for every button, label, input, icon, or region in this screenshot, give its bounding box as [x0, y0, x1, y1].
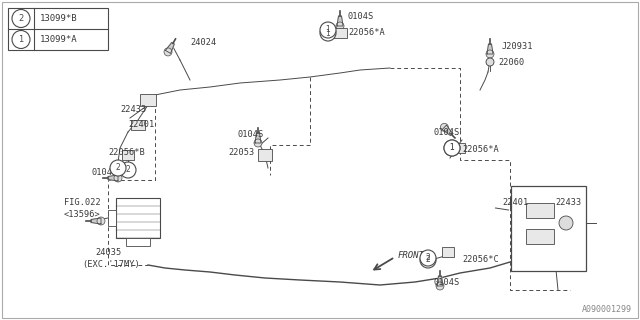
Text: A090001299: A090001299 [582, 305, 632, 314]
Circle shape [444, 140, 460, 156]
Text: 1: 1 [326, 28, 330, 37]
Circle shape [120, 162, 136, 178]
Circle shape [12, 30, 30, 49]
Circle shape [486, 50, 494, 58]
Text: 2: 2 [426, 253, 430, 262]
Bar [526, 228, 554, 244]
Polygon shape [442, 125, 452, 135]
Text: 2: 2 [19, 14, 24, 23]
Polygon shape [108, 175, 118, 181]
Circle shape [444, 140, 460, 156]
Bar [116, 198, 160, 238]
Circle shape [320, 25, 336, 41]
Text: 22433: 22433 [555, 198, 581, 207]
Text: 0104S: 0104S [348, 12, 374, 21]
Text: 2: 2 [116, 164, 120, 172]
Text: 22056*B: 22056*B [108, 148, 145, 157]
Polygon shape [91, 218, 101, 224]
Text: 22053: 22053 [228, 148, 254, 157]
Text: 1: 1 [326, 26, 330, 35]
Text: <13596>: <13596> [64, 210, 100, 219]
Circle shape [97, 217, 105, 225]
Bar [140, 94, 156, 106]
Circle shape [164, 48, 172, 56]
Text: FRONT: FRONT [398, 251, 425, 260]
Bar [451, 143, 465, 153]
Polygon shape [165, 43, 174, 53]
Text: 1: 1 [19, 35, 24, 44]
Circle shape [440, 123, 449, 131]
Bar [131, 120, 145, 130]
Bar [442, 247, 454, 257]
Bar [258, 149, 272, 161]
Polygon shape [337, 16, 343, 26]
Circle shape [559, 216, 573, 230]
Text: 22401: 22401 [502, 198, 528, 207]
Circle shape [114, 174, 122, 182]
Circle shape [436, 282, 444, 290]
Circle shape [486, 58, 494, 66]
Text: FIG.022: FIG.022 [64, 198, 100, 207]
Text: 13099*A: 13099*A [40, 35, 77, 44]
Circle shape [320, 22, 336, 38]
Text: 24024: 24024 [190, 38, 216, 47]
Text: 13099*B: 13099*B [40, 14, 77, 23]
Polygon shape [255, 133, 261, 143]
Text: 2: 2 [125, 165, 131, 174]
Bar [108, 210, 116, 226]
Circle shape [110, 160, 126, 176]
Polygon shape [437, 276, 443, 286]
Text: 22060: 22060 [498, 58, 524, 67]
Bar [8, 8, 108, 50]
Text: 22056*C: 22056*C [462, 255, 499, 264]
Text: 24035: 24035 [95, 248, 121, 257]
Bar [333, 28, 347, 38]
Text: 22401: 22401 [128, 120, 154, 129]
Bar [122, 150, 134, 160]
Text: 0104S: 0104S [92, 168, 118, 177]
Text: J20931: J20931 [502, 42, 534, 51]
Text: 22056*A: 22056*A [348, 28, 385, 37]
Bar [511, 186, 586, 270]
Text: 22433: 22433 [120, 105, 147, 114]
Bar [126, 238, 150, 246]
Circle shape [420, 250, 436, 266]
Circle shape [420, 252, 436, 268]
Circle shape [12, 10, 30, 28]
Text: 0104S: 0104S [434, 278, 460, 287]
Bar [526, 203, 554, 218]
Text: 1: 1 [450, 143, 454, 153]
Text: (EXC.'17MY): (EXC.'17MY) [82, 260, 140, 269]
Text: 22056*A: 22056*A [462, 145, 499, 154]
Text: 0104S: 0104S [238, 130, 264, 139]
Text: 1: 1 [450, 143, 454, 153]
Circle shape [254, 139, 262, 147]
Polygon shape [487, 44, 493, 54]
Circle shape [336, 22, 344, 30]
Text: 0104S: 0104S [434, 128, 460, 137]
Text: 2: 2 [426, 255, 430, 265]
